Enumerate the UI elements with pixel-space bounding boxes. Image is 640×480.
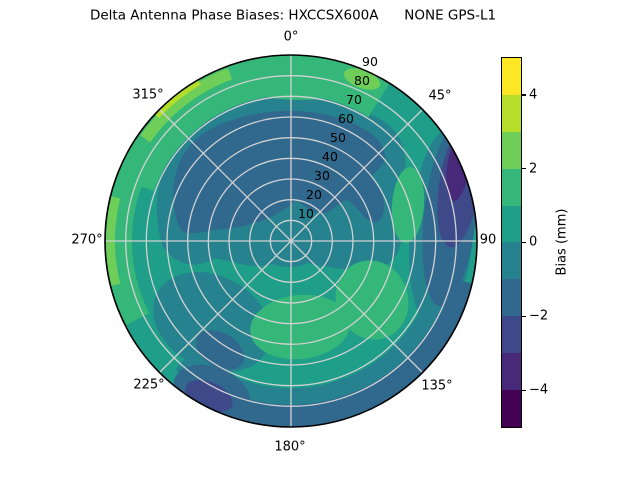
r-tick-70: 70 [346,91,362,107]
theta-tick-0: 0° [283,29,299,45]
r-tick-20: 20 [306,186,322,202]
r-tick-90: 90 [362,53,378,69]
theta-tick-225: 225° [133,377,165,393]
colorbar-segment [502,168,521,206]
polar-grid [105,55,477,427]
r-tick-30: 30 [314,167,330,183]
colorbar-tickmark [521,315,526,317]
colorbar-segment [502,94,521,132]
theta-tick-135: 135° [421,378,453,394]
colorbar-gradient [501,56,522,429]
theta-tick-180: 180° [274,439,306,455]
colorbar-axis-label: Bias (mm) [554,208,570,276]
r-tick-60: 60 [338,110,354,126]
colorbar-tickmark [521,94,526,96]
colorbar-tick-neg4: −4 [529,382,549,398]
r-tick-80: 80 [354,72,370,88]
figure-title: Delta Antenna Phase Biases: HXCCSX600A N… [89,7,497,24]
colorbar-tickmark [521,241,526,244]
colorbar-tick-0: 0 [529,234,538,250]
theta-tick-45: 45° [428,88,452,104]
contour-fill-layer [105,55,477,427]
theta-tick-315: 315° [132,87,164,103]
theta-tick-90: 90 [479,232,497,248]
colorbar-segment [502,205,521,243]
colorbar-tickmark [521,168,526,170]
colorbar-segment [502,353,521,391]
colorbar-tick-4: 4 [529,87,538,103]
colorbar-segment [502,57,521,95]
colorbar-segment [502,316,521,354]
theta-tick-270: 270° [71,232,103,248]
polar-axes-boundary [104,54,478,428]
colorbar-tick-2: 2 [529,161,538,177]
colorbar-segment [502,131,521,169]
colorbar-tickmark [521,389,526,391]
r-tick-10: 10 [298,205,314,221]
colorbar-tick-neg2: −2 [529,308,549,324]
colorbar-segment [502,390,521,428]
colorbar-segment [502,279,521,317]
r-tick-40: 40 [322,148,338,164]
colorbar-segment [502,242,521,280]
r-tick-50: 50 [330,129,346,145]
